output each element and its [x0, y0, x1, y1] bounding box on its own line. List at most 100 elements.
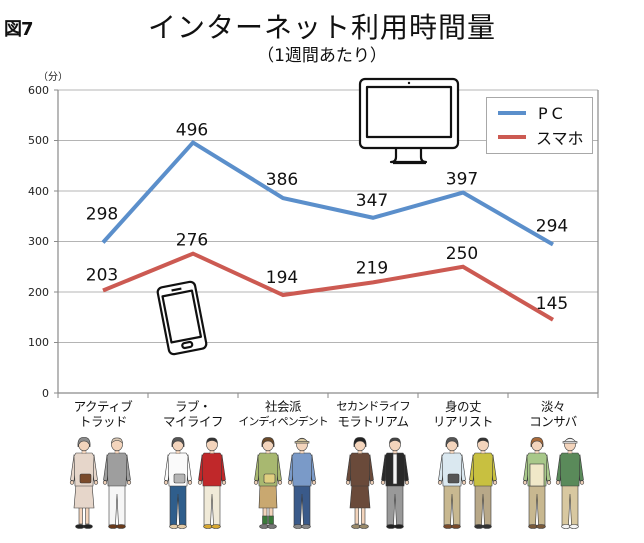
- hair: [389, 437, 401, 444]
- hand: [221, 480, 227, 485]
- persona-figure-man: [555, 437, 585, 529]
- shoe: [75, 524, 85, 529]
- shoe: [394, 524, 404, 529]
- hand: [126, 480, 132, 485]
- category-line-1: 社会派: [264, 399, 302, 414]
- inner-shirt: [392, 453, 398, 485]
- shoe: [259, 524, 269, 529]
- shoe: [293, 524, 303, 529]
- hand: [187, 480, 193, 485]
- category-line-2: トラッド: [78, 414, 128, 429]
- hand: [311, 480, 317, 485]
- category-line-2: リアリスト: [432, 414, 494, 429]
- chart-title: インターネット利用時間量: [147, 11, 496, 44]
- handbag: [263, 473, 276, 484]
- shoe: [474, 524, 484, 529]
- pants: [293, 483, 311, 526]
- series-line-smartphone: [102, 251, 555, 322]
- shoe: [116, 524, 126, 529]
- shorts: [258, 483, 278, 509]
- hat-brim: [562, 441, 578, 444]
- persona-figure-man: [287, 437, 317, 529]
- y-tick-200: 200: [28, 286, 49, 299]
- category-line-2: マイライフ: [162, 414, 224, 429]
- pants: [474, 483, 492, 526]
- y-axis-unit-label: （分）: [38, 71, 68, 83]
- apron: [529, 463, 545, 487]
- hand: [522, 480, 528, 485]
- hair: [353, 437, 367, 448]
- hand: [69, 480, 75, 485]
- torso: [559, 452, 581, 487]
- persona-figure-man: [197, 437, 227, 529]
- data-label: 298: [86, 205, 118, 225]
- shoe: [177, 524, 187, 529]
- shoe: [301, 524, 311, 529]
- x-category-label-5: 身の丈 リアリスト: [418, 399, 508, 429]
- persona-figure-man: [380, 437, 410, 529]
- data-label: 386: [266, 170, 298, 190]
- handbag: [79, 473, 92, 484]
- hand: [437, 480, 443, 485]
- shoe: [536, 524, 546, 529]
- y-tick-600: 600: [28, 84, 49, 97]
- y-axis-tick-labels: 0 100 200 300 400 500 600: [28, 84, 49, 400]
- x-category-label-6: 淡々 コンサバ: [508, 399, 598, 429]
- persona-figure-woman: [345, 437, 375, 529]
- axes: [54, 89, 599, 398]
- hair: [530, 437, 544, 448]
- shoe: [169, 524, 179, 529]
- data-label: 203: [86, 265, 118, 285]
- pants: [386, 483, 404, 526]
- category-line-1: セカンドライフ: [336, 399, 411, 413]
- persona-figure-woman: [522, 437, 552, 529]
- data-label: 194: [266, 268, 298, 288]
- legend-swatch-pc: [498, 111, 526, 115]
- category-line-1: アクティブ: [73, 399, 133, 414]
- hand: [197, 480, 203, 485]
- leg: [85, 505, 90, 525]
- hand: [277, 480, 283, 485]
- torso: [106, 452, 128, 487]
- hand: [492, 480, 498, 485]
- y-tick-500: 500: [28, 134, 49, 147]
- data-label: 250: [446, 244, 478, 264]
- shoe: [211, 524, 221, 529]
- x-category-label-3: 社会派 インディペンデント: [238, 399, 328, 429]
- shoe: [443, 524, 453, 529]
- data-label: 219: [356, 258, 388, 278]
- sock: [262, 515, 268, 525]
- leg: [354, 505, 359, 525]
- hand: [546, 480, 552, 485]
- category-line-2: コンサバ: [529, 414, 577, 429]
- shoe: [108, 524, 118, 529]
- hair: [111, 437, 123, 444]
- sock: [268, 515, 274, 525]
- shoe: [83, 524, 93, 529]
- y-tick-300: 300: [28, 235, 49, 248]
- data-label: 294: [536, 217, 568, 237]
- hand: [287, 480, 293, 485]
- data-label: 276: [176, 231, 208, 251]
- persona-illustrations: [69, 437, 585, 529]
- pants: [169, 483, 187, 526]
- leg: [78, 505, 83, 525]
- data-label: 145: [536, 294, 568, 314]
- legend-label-pc: PC: [538, 103, 567, 123]
- y-tick-100: 100: [28, 336, 49, 349]
- pants: [108, 483, 126, 526]
- hand: [93, 480, 99, 485]
- hair: [477, 437, 489, 444]
- persona-figure-woman: [69, 437, 99, 529]
- shoe: [203, 524, 213, 529]
- persona-figure-man: [468, 437, 498, 529]
- persona-figure-man: [102, 437, 132, 529]
- smartphone-icon: [156, 280, 208, 356]
- handbag: [447, 473, 460, 484]
- hand: [345, 480, 351, 485]
- shoe: [482, 524, 492, 529]
- x-category-label-1: アクティブ トラッド: [58, 399, 148, 429]
- hair: [77, 437, 91, 448]
- handbag: [173, 473, 186, 484]
